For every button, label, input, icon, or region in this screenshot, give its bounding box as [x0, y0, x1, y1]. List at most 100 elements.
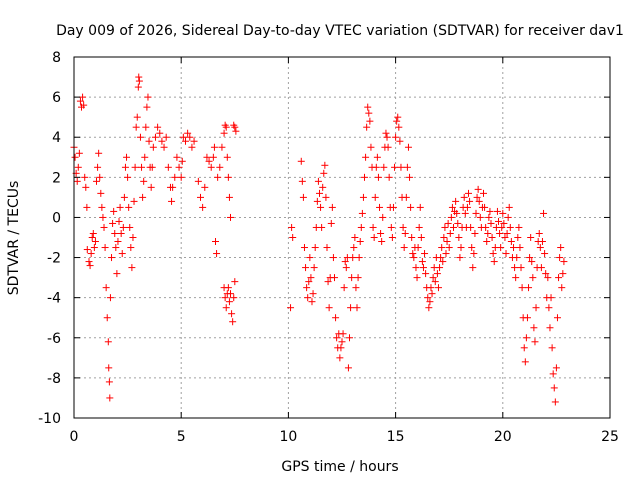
data-point [434, 284, 442, 292]
data-point [544, 274, 552, 282]
y-tick-label: -10 [38, 411, 61, 427]
data-point [168, 197, 176, 205]
data-point [555, 274, 563, 282]
data-point [457, 244, 465, 252]
data-point [134, 83, 142, 91]
data-point [456, 254, 464, 262]
data-point [100, 223, 108, 231]
data-point [520, 344, 528, 352]
data-point [416, 203, 424, 211]
data-point [228, 310, 236, 318]
data-point [142, 123, 150, 131]
data-point [113, 270, 121, 278]
data-point [503, 229, 511, 237]
data-point [112, 244, 120, 252]
data-point [440, 234, 448, 241]
data-point [518, 284, 526, 292]
data-point [144, 93, 152, 101]
data-point [373, 153, 381, 161]
data-point [141, 153, 149, 161]
data-point [436, 264, 444, 272]
data-point [318, 223, 326, 231]
data-point [485, 213, 493, 221]
data-point [179, 133, 187, 141]
data-point [201, 183, 209, 191]
data-point [119, 223, 127, 231]
data-point [124, 173, 132, 181]
data-point [210, 143, 218, 151]
data-point [460, 193, 468, 201]
data-point [402, 193, 410, 201]
data-point [392, 133, 400, 141]
data-point [419, 264, 427, 272]
data-point [320, 169, 328, 177]
data-point [338, 338, 346, 346]
data-point [346, 334, 354, 342]
data-point [401, 229, 409, 237]
data-point [339, 330, 347, 338]
data-point [80, 101, 88, 109]
data-point [483, 238, 491, 246]
data-point [289, 234, 297, 241]
data-point [356, 238, 364, 246]
data-point [117, 229, 125, 237]
chart-title: Day 009 of 2026, Sidereal Day-to-day VTE… [56, 23, 624, 39]
data-point [306, 254, 314, 262]
data-point [453, 209, 461, 217]
data-point [371, 193, 379, 201]
data-point [475, 197, 483, 205]
data-point [394, 113, 402, 121]
data-point [177, 173, 185, 181]
data-point [412, 264, 420, 272]
data-point [559, 270, 567, 278]
data-point [352, 284, 360, 292]
data-point [329, 254, 337, 262]
data-point [413, 274, 421, 282]
data-point [83, 246, 91, 254]
data-point [133, 113, 141, 121]
data-point [504, 213, 512, 221]
data-point [298, 177, 306, 185]
data-point [439, 258, 447, 266]
data-point [128, 264, 136, 272]
data-point [510, 244, 518, 252]
data-point [232, 127, 240, 135]
data-point [109, 219, 117, 227]
data-point [376, 203, 384, 211]
data-point [110, 207, 118, 215]
data-point [366, 117, 374, 125]
data-point [527, 234, 535, 241]
data-point [308, 298, 316, 306]
data-point [106, 394, 114, 402]
data-point [86, 262, 94, 270]
data-point [118, 250, 126, 258]
data-point [136, 133, 144, 141]
data-point [102, 284, 110, 292]
data-point [476, 213, 484, 221]
data-point [482, 223, 490, 231]
data-point [126, 223, 134, 231]
data-point [344, 364, 352, 372]
data-point [442, 250, 450, 258]
data-point [489, 250, 497, 258]
data-point [303, 284, 311, 292]
data-point [473, 193, 481, 201]
data-point [499, 209, 507, 217]
data-point [330, 274, 338, 282]
data-point [229, 318, 237, 326]
data-point [175, 163, 183, 171]
data-point [409, 250, 417, 258]
data-point [221, 294, 229, 302]
data-point [340, 284, 348, 292]
data-point [560, 258, 568, 266]
data-point [121, 163, 129, 171]
data-point [545, 304, 553, 312]
data-point [213, 250, 221, 258]
data-point [108, 254, 116, 262]
data-point [455, 234, 463, 241]
data-point [397, 163, 405, 171]
data-point [129, 234, 137, 241]
data-point [414, 244, 422, 252]
data-point [446, 229, 454, 237]
